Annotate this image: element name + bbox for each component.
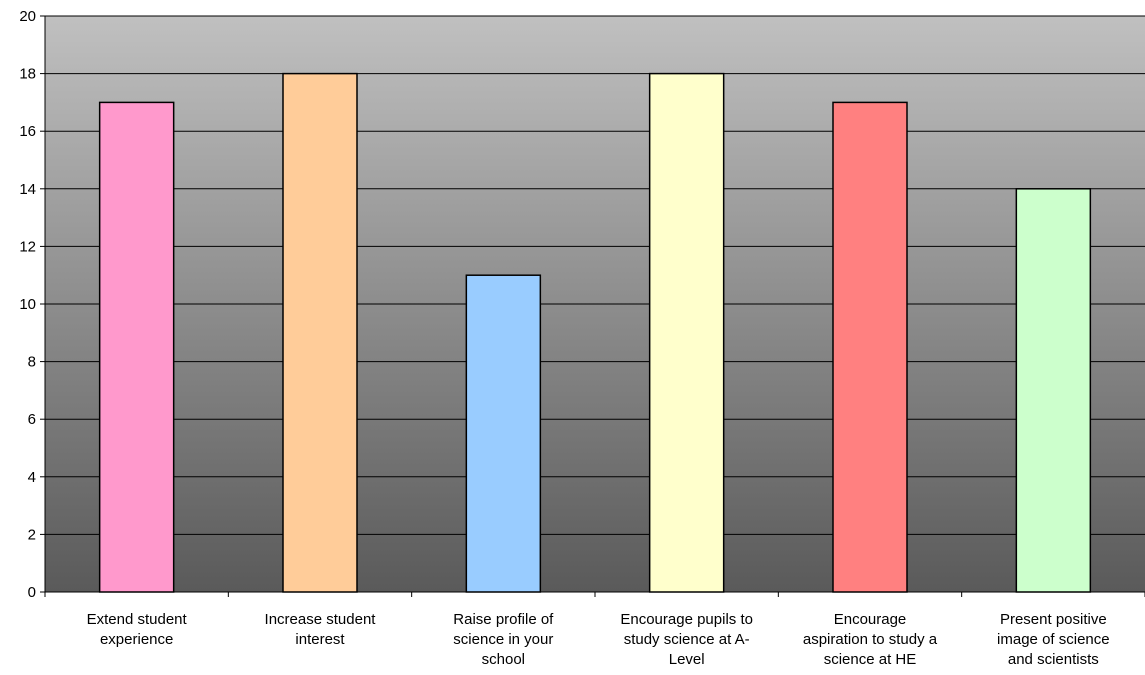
bar	[98, 101, 175, 593]
x-category-label: Encourage pupils to study science at A-Le…	[620, 611, 753, 668]
y-tick-label: 12	[19, 238, 36, 255]
y-tick-label: 20	[19, 8, 36, 25]
bar	[832, 101, 908, 593]
y-tick-label: 14	[19, 181, 36, 198]
y-tick-label: 16	[19, 123, 36, 140]
bars	[98, 72, 1092, 593]
y-tick-label: 18	[19, 66, 36, 83]
gridlines	[45, 15, 1145, 593]
y-axis-ticks: 0 2 4 6 8 10 12 14 16 18 20	[19, 8, 45, 601]
y-tick-label: 4	[28, 469, 36, 486]
bar	[648, 72, 725, 593]
x-category-label: Increase student interest	[265, 611, 377, 648]
y-tick-label: 8	[28, 354, 36, 371]
x-category-label: Present positive image of science and scie…	[997, 611, 1110, 668]
bar	[282, 72, 358, 593]
bar	[465, 274, 542, 593]
x-category-label: Encourage aspiration to study a science at…	[803, 611, 938, 668]
y-tick-label: 2	[28, 526, 36, 543]
y-tick-label: 0	[28, 584, 36, 601]
bar	[1015, 188, 1092, 593]
x-category-label: Raise profile of science in your school	[453, 611, 554, 668]
x-category-label: Extend student experience	[87, 611, 188, 648]
x-axis-labels: Extend student experience Increase student…	[87, 611, 1110, 668]
y-tick-label: 10	[19, 296, 36, 313]
y-tick-label: 6	[28, 411, 36, 428]
